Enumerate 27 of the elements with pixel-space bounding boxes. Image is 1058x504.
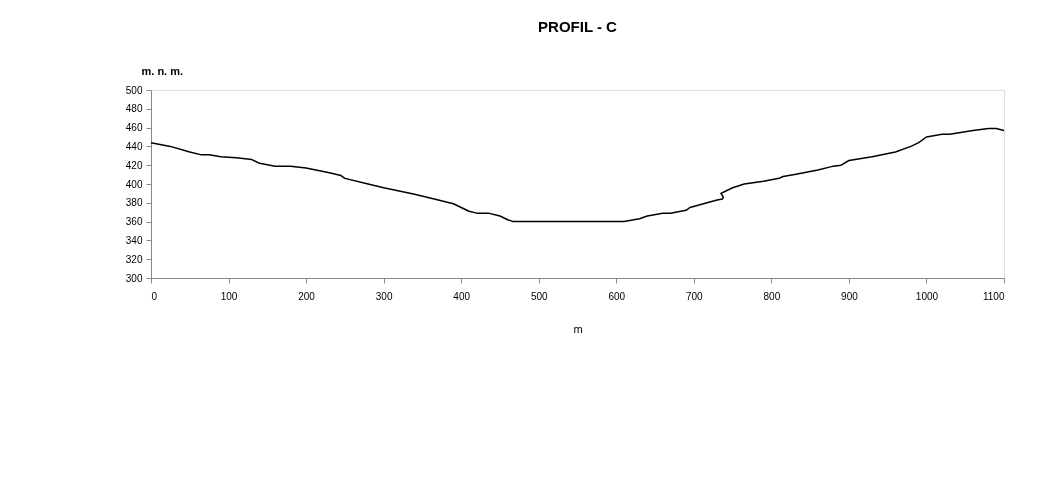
x-tick-label: 300	[375, 290, 393, 302]
x-tick-label: 700	[685, 290, 704, 302]
x-axis-title: m	[573, 322, 583, 335]
y-tick-label: 360	[125, 216, 143, 228]
y-tick-label: 380	[125, 197, 143, 209]
x-tick-label: 800	[763, 290, 781, 302]
y-tick-label: 300	[125, 272, 143, 284]
y-tick-label: 480	[125, 103, 143, 115]
y-tick-label: 420	[125, 159, 143, 171]
x-tick-label: 500	[530, 290, 549, 302]
x-tick-label: 600	[608, 290, 626, 302]
x-tick-label: 1000	[915, 290, 939, 302]
line-series	[150, 127, 1005, 223]
x-tick-label: 100	[220, 290, 238, 302]
y-tick-label: 320	[125, 253, 143, 265]
x-tick-label: 1100	[982, 290, 1005, 302]
y-tick-label: 340	[125, 234, 143, 246]
x-tick-label: 0	[151, 290, 158, 302]
x-tick-label: 900	[841, 290, 859, 302]
x-tick-label: 400	[453, 290, 471, 302]
y-tick-label: 460	[125, 122, 143, 134]
y-tick-label: 500	[125, 84, 143, 96]
y-tick-label: 400	[125, 178, 143, 190]
x-tick-label: 200	[298, 290, 316, 302]
y-axis-title: m. n. m.	[141, 64, 184, 77]
chart-title: PROFIL - C	[538, 18, 618, 35]
y-tick-label: 440	[125, 140, 143, 152]
